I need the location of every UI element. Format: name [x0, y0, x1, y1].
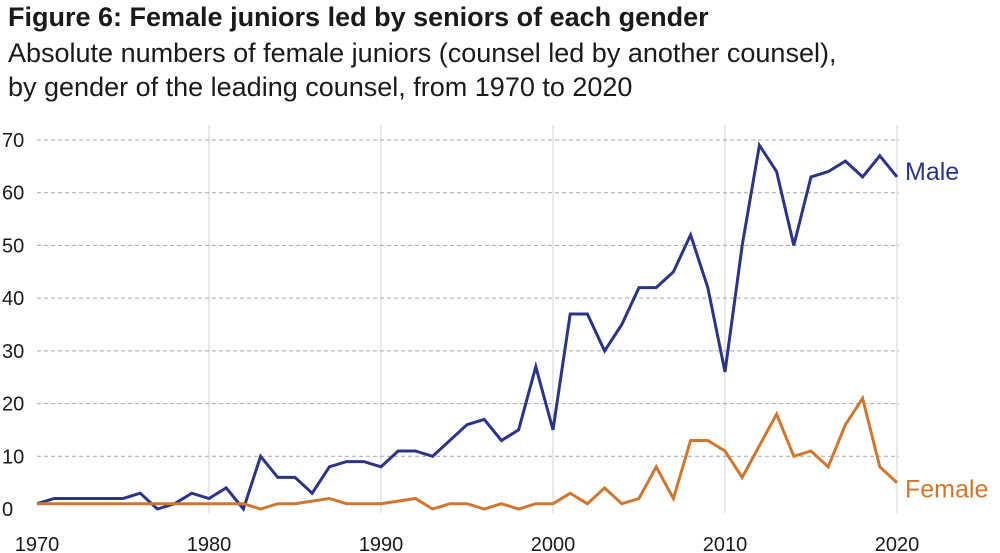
- x-tick-label: 2010: [703, 534, 748, 553]
- chart-title: Figure 6: Female juniors led by seniors …: [8, 2, 709, 32]
- y-tick-label: 50: [2, 235, 24, 257]
- subtitle-line-2: by gender of the leading counsel, from 1…: [8, 72, 633, 102]
- series-line-female: [37, 394, 899, 511]
- y-tick-label: 10: [2, 446, 24, 468]
- y-tick-label: 20: [2, 394, 24, 416]
- y-tick-label: 0: [2, 499, 13, 521]
- y-tick-label: 30: [2, 341, 24, 363]
- x-tick-label: 1990: [359, 534, 404, 553]
- series-label-male: Male: [905, 158, 959, 186]
- y-tick-label: 40: [2, 288, 24, 310]
- y-tick-label: 60: [2, 183, 24, 205]
- x-tick-label: 1980: [187, 534, 232, 553]
- subtitle-line-1: Absolute numbers of female juniors (coun…: [8, 38, 837, 68]
- x-tick-label: 2000: [531, 534, 576, 553]
- x-tick-label: 2020: [875, 534, 920, 553]
- y-tick-label: 70: [2, 130, 24, 152]
- chart-subtitle: Absolute numbers of female juniors (coun…: [8, 36, 836, 104]
- series-label-female: Female: [905, 476, 988, 504]
- x-tick-label: 1970: [15, 534, 60, 553]
- series-line-male: [36, 141, 899, 513]
